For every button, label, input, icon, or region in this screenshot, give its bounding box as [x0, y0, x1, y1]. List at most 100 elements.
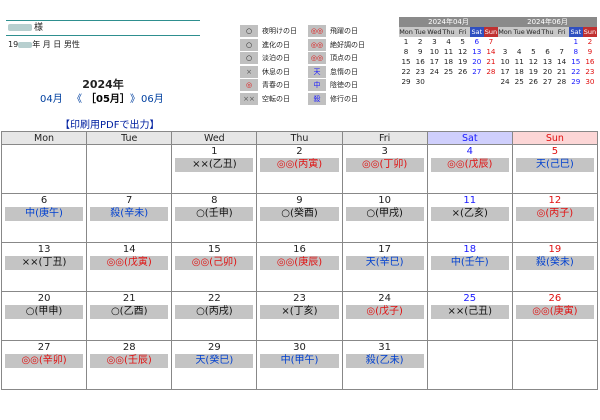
- mini-day[interactable]: 9: [587, 47, 593, 56]
- mini-day[interactable]: 10: [429, 47, 439, 56]
- day-cell[interactable]: 28 ◎◎(壬辰): [86, 341, 172, 390]
- mini-day[interactable]: 18: [443, 57, 454, 66]
- mini-day[interactable]: 18: [514, 67, 524, 76]
- mini-day[interactable]: [526, 37, 540, 47]
- day-cell[interactable]: 25 ××(己丑): [426, 292, 512, 341]
- day-cell[interactable]: 12 ◎(丙子): [511, 194, 598, 243]
- mini-day[interactable]: 2: [587, 37, 593, 46]
- mini-day[interactable]: 13: [472, 47, 482, 56]
- mini-day[interactable]: 30: [585, 77, 595, 86]
- mini-day[interactable]: 4: [516, 47, 522, 56]
- mini-day[interactable]: [498, 37, 512, 47]
- mini-day[interactable]: 14: [486, 47, 496, 56]
- mini-day[interactable]: 12: [458, 47, 468, 56]
- day-cell[interactable]: 24 ◎(戊子): [341, 292, 427, 341]
- day-cell[interactable]: 15 ◎◎(己卯): [171, 243, 257, 292]
- day-cell[interactable]: 7 殺(辛未): [86, 194, 172, 243]
- mini-day[interactable]: 28: [557, 77, 567, 86]
- prev-arrow-link[interactable]: 《: [72, 94, 82, 105]
- mini-day[interactable]: 19: [458, 57, 468, 66]
- mini-day[interactable]: 27: [472, 67, 482, 76]
- mini-day[interactable]: 3: [502, 47, 508, 56]
- mini-day[interactable]: 12: [528, 57, 538, 66]
- mini-day[interactable]: 3: [432, 37, 437, 46]
- mini-day[interactable]: 13: [542, 57, 553, 66]
- mini-day[interactable]: 26: [528, 77, 538, 86]
- day-cell[interactable]: 17 天(辛巳): [341, 243, 427, 292]
- day-cell[interactable]: 19 殺(癸未): [511, 243, 598, 292]
- day-cell[interactable]: 1 ××(乙丑): [171, 145, 257, 194]
- mini-day[interactable]: 15: [401, 57, 411, 66]
- mini-day[interactable]: [484, 77, 498, 87]
- day-cell[interactable]: 8 ○(壬申): [171, 194, 257, 243]
- mini-day[interactable]: 10: [500, 57, 510, 66]
- day-cell[interactable]: 2 ◎◎(丙寅): [256, 145, 342, 194]
- day-cell[interactable]: 13 ××(丁丑): [1, 243, 87, 292]
- mini-day[interactable]: 29: [401, 77, 411, 86]
- day-cell[interactable]: 21 ○(乙酉): [86, 292, 172, 341]
- day-cell[interactable]: 14 ◎◎(戊寅): [86, 243, 172, 292]
- mini-day[interactable]: 21: [557, 67, 567, 76]
- day-cell[interactable]: 5 天(己巳): [511, 145, 598, 194]
- mini-day[interactable]: 17: [429, 57, 439, 66]
- day-cell[interactable]: 3 ◎◎(丁卯): [341, 145, 427, 194]
- mini-day[interactable]: [540, 37, 554, 47]
- mini-day[interactable]: 4: [446, 37, 451, 46]
- day-cell[interactable]: 30 中(甲午): [256, 341, 342, 390]
- mini-day[interactable]: 6: [474, 37, 480, 46]
- mini-day[interactable]: [512, 37, 526, 47]
- mini-day[interactable]: 15: [571, 57, 581, 66]
- mini-day[interactable]: 1: [403, 37, 409, 46]
- mini-day[interactable]: [427, 77, 441, 87]
- mini-day[interactable]: 19: [528, 67, 538, 76]
- mini-day[interactable]: 30: [415, 77, 425, 86]
- next-arrow-link[interactable]: 》: [130, 94, 140, 105]
- mini-day[interactable]: 25: [443, 67, 454, 76]
- mini-day[interactable]: 6: [545, 47, 550, 56]
- mini-day[interactable]: 7: [559, 47, 564, 56]
- mini-day[interactable]: 20: [542, 67, 553, 76]
- mini-day[interactable]: 26: [458, 67, 468, 76]
- mini-day[interactable]: [456, 77, 470, 87]
- mini-day[interactable]: 11: [514, 57, 524, 66]
- mini-day[interactable]: 22: [401, 67, 411, 76]
- mini-day[interactable]: 23: [415, 67, 425, 76]
- mini-day[interactable]: 8: [573, 47, 579, 56]
- mini-day[interactable]: 20: [472, 57, 482, 66]
- day-cell[interactable]: 6 中(庚午): [1, 194, 87, 243]
- mini-day[interactable]: 8: [403, 47, 409, 56]
- mini-day[interactable]: 5: [531, 47, 536, 56]
- mini-day[interactable]: 28: [486, 67, 496, 76]
- next-month-link[interactable]: 06月: [141, 94, 164, 105]
- mini-day[interactable]: [555, 37, 569, 47]
- print-pdf-link[interactable]: 【印刷用PDFで出力】: [60, 120, 160, 131]
- mini-day[interactable]: 2: [417, 37, 423, 46]
- day-cell[interactable]: 22 ○(丙戌): [171, 292, 257, 341]
- day-cell[interactable]: 27 ◎◎(辛卯): [1, 341, 87, 390]
- mini-day[interactable]: 5: [460, 37, 465, 46]
- day-cell[interactable]: 16 ◎◎(庚辰): [256, 243, 342, 292]
- mini-day[interactable]: 1: [573, 37, 579, 46]
- day-cell[interactable]: 23 ×(丁亥): [256, 292, 342, 341]
- mini-day[interactable]: [470, 77, 484, 87]
- mini-day[interactable]: 24: [500, 77, 510, 86]
- day-cell[interactable]: 31 殺(乙未): [341, 341, 427, 390]
- day-cell[interactable]: 4 ◎◎(戊辰): [426, 145, 512, 194]
- mini-day[interactable]: 16: [415, 57, 425, 66]
- mini-day[interactable]: 21: [486, 57, 496, 66]
- day-cell[interactable]: 29 天(癸巳): [171, 341, 257, 390]
- mini-day[interactable]: 17: [500, 67, 510, 76]
- mini-day[interactable]: 24: [429, 67, 439, 76]
- mini-day[interactable]: 11: [443, 47, 454, 56]
- day-cell[interactable]: 18 中(壬午): [426, 243, 512, 292]
- mini-day[interactable]: [441, 77, 455, 87]
- mini-day[interactable]: 9: [417, 47, 423, 56]
- mini-day[interactable]: 14: [557, 57, 567, 66]
- mini-day[interactable]: 16: [585, 57, 595, 66]
- day-cell[interactable]: 20 ○(甲申): [1, 292, 87, 341]
- mini-day[interactable]: 22: [571, 67, 581, 76]
- day-cell[interactable]: 9 ○(癸酉): [256, 194, 342, 243]
- mini-day[interactable]: 7: [488, 37, 494, 46]
- mini-day[interactable]: 25: [514, 77, 524, 86]
- day-cell[interactable]: 26 ◎◎(庚寅): [511, 292, 598, 341]
